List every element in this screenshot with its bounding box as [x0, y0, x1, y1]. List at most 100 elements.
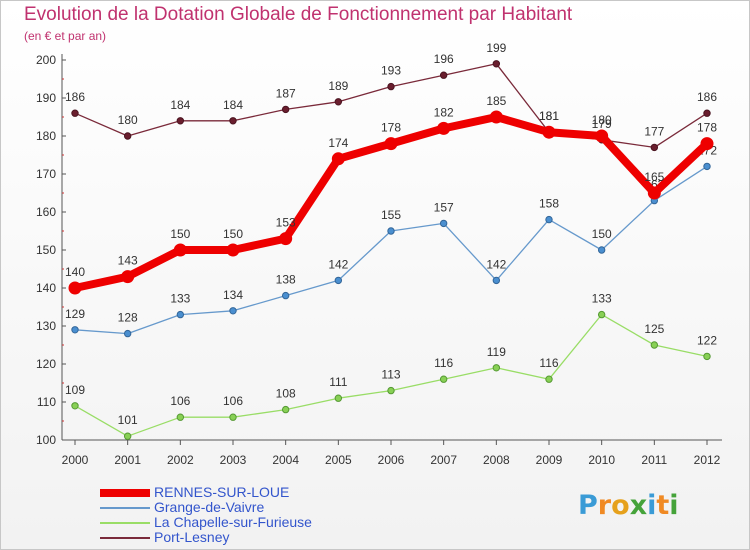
x-tick-label: 2006 — [378, 453, 405, 467]
data-point-rennes-sur-loue — [647, 186, 661, 200]
data-label-la-chapelle-sur-furieuse: 116 — [434, 356, 453, 370]
data-label-port-lesney: 196 — [434, 52, 454, 66]
data-label-port-lesney: 184 — [223, 98, 243, 112]
data-point-la-chapelle-sur-furieuse — [597, 310, 606, 319]
data-label-grange-de-vaivre: 128 — [118, 311, 138, 325]
data-point-la-chapelle-sur-furieuse — [123, 432, 132, 440]
data-label-la-chapelle-sur-furieuse: 106 — [223, 394, 243, 408]
data-point-grange-de-vaivre — [71, 326, 79, 334]
data-point-la-chapelle-sur-furieuse — [229, 413, 237, 421]
legend-item-grange: Grange-de-Vaivre — [100, 500, 312, 515]
data-point-rennes-sur-loue — [173, 243, 187, 257]
data-point-la-chapelle-sur-furieuse — [703, 352, 711, 361]
data-point-rennes-sur-loue — [121, 270, 135, 284]
y-tick-label: 160 — [36, 205, 56, 219]
data-label-port-lesney: 177 — [644, 124, 664, 138]
data-point-rennes-sur-loue — [542, 125, 556, 139]
data-point-rennes-sur-loue — [437, 121, 451, 135]
chart-legend: RENNES-SUR-LOUE Grange-de-Vaivre La Chap… — [100, 485, 312, 545]
data-point-rennes-sur-loue — [226, 243, 240, 257]
logo-letter: r — [597, 490, 612, 521]
data-label-la-chapelle-sur-furieuse: 106 — [170, 394, 190, 408]
chart-subtitle: (en € et par an) — [24, 29, 107, 43]
data-label-port-lesney: 181 — [539, 109, 559, 123]
line-chart: 100 110 120 130 140 150 160 170 180 190 200 2000 200… — [36, 41, 722, 467]
legend-label-rennes: RENNES-SUR-LOUE — [154, 484, 290, 500]
data-point-grange-de-vaivre — [387, 227, 395, 235]
data-point-port-lesney — [229, 117, 237, 125]
data-point-grange-de-vaivre — [597, 246, 606, 254]
data-label-la-chapelle-sur-furieuse: 101 — [118, 413, 138, 427]
data-point-rennes-sur-loue — [700, 137, 714, 151]
data-point-la-chapelle-sur-furieuse — [492, 364, 501, 372]
y-tick-label: 190 — [36, 91, 56, 105]
data-point-la-chapelle-sur-furieuse — [545, 375, 553, 383]
data-label-rennes-sur-loue: 140 — [65, 265, 85, 279]
data-label-rennes-sur-loue: 150 — [170, 227, 190, 241]
data-point-port-lesney — [334, 98, 343, 106]
series-line-grange-de-vaivre — [74, 165, 708, 335]
data-point-la-chapelle-sur-furieuse — [71, 402, 79, 410]
data-point-grange-de-vaivre — [439, 219, 448, 228]
data-point-la-chapelle-sur-furieuse — [439, 375, 448, 383]
data-label-la-chapelle-sur-furieuse: 113 — [381, 368, 400, 382]
data-label-rennes-sur-loue: 178 — [697, 121, 717, 135]
data-label-rennes-sur-loue: 174 — [328, 136, 348, 150]
data-point-grange-de-vaivre — [176, 310, 185, 319]
data-label-rennes-sur-loue: 150 — [223, 227, 243, 241]
legend-label-chapelle: La Chapelle-sur-Furieuse — [154, 514, 312, 530]
logo-letter: i — [669, 490, 679, 521]
data-label-la-chapelle-sur-furieuse: 119 — [487, 345, 506, 359]
x-tick-label: 2009 — [536, 453, 563, 467]
data-label-grange-de-vaivre: 133 — [170, 292, 190, 306]
data-point-rennes-sur-loue — [489, 110, 503, 124]
data-label-port-lesney: 184 — [170, 98, 190, 112]
data-point-rennes-sur-loue — [331, 152, 345, 166]
data-label-port-lesney: 187 — [276, 86, 296, 100]
data-label-rennes-sur-loue: 153 — [276, 216, 296, 230]
logo-letter: i — [647, 490, 657, 521]
data-point-port-lesney — [650, 143, 659, 152]
x-tick-label: 2003 — [220, 453, 247, 467]
x-tick-label: 2010 — [588, 453, 615, 467]
data-point-port-lesney — [281, 105, 290, 114]
data-label-la-chapelle-sur-furieuse: 111 — [329, 375, 348, 389]
data-point-port-lesney — [439, 71, 448, 79]
data-point-grange-de-vaivre — [703, 162, 711, 171]
data-point-port-lesney — [492, 60, 501, 68]
data-label-grange-de-vaivre: 138 — [276, 273, 296, 287]
data-point-port-lesney — [703, 109, 711, 117]
data-label-port-lesney: 186 — [697, 90, 717, 104]
data-point-grange-de-vaivre — [123, 329, 132, 338]
data-label-rennes-sur-loue: 178 — [381, 121, 401, 135]
y-tick-label: 130 — [36, 319, 56, 333]
x-tick-label: 2007 — [430, 453, 457, 467]
chart-title: Evolution de la Dotation Globale de Fonc… — [24, 4, 573, 25]
x-tick-label: 2011 — [641, 453, 667, 467]
data-point-port-lesney — [176, 117, 185, 125]
y-tick-label: 170 — [36, 167, 56, 181]
data-point-la-chapelle-sur-furieuse — [387, 386, 395, 395]
data-label-rennes-sur-loue: 143 — [118, 254, 138, 268]
legend-label-port-lesney: Port-Lesney — [154, 529, 230, 545]
data-label-port-lesney: 186 — [65, 90, 85, 104]
legend-swatch-port-lesney — [100, 536, 150, 539]
x-tick-label: 2012 — [694, 453, 721, 467]
legend-label-grange: Grange-de-Vaivre — [154, 499, 265, 515]
data-point-grange-de-vaivre — [281, 291, 290, 300]
data-label-la-chapelle-sur-furieuse: 116 — [539, 356, 558, 370]
data-point-grange-de-vaivre — [334, 276, 343, 285]
legend-swatch-grange — [100, 506, 150, 509]
data-label-port-lesney: 189 — [328, 79, 348, 93]
data-label-grange-de-vaivre: 150 — [592, 227, 612, 241]
data-point-grange-de-vaivre — [229, 307, 237, 315]
data-label-la-chapelle-sur-furieuse: 109 — [65, 383, 85, 397]
data-label-rennes-sur-loue: 165 — [644, 170, 664, 184]
data-point-port-lesney — [123, 132, 132, 140]
y-tick-label: 180 — [36, 129, 56, 143]
logo-letter: P — [578, 490, 598, 521]
data-label-la-chapelle-sur-furieuse: 108 — [276, 387, 296, 401]
data-label-grange-de-vaivre: 157 — [434, 200, 454, 214]
data-point-la-chapelle-sur-furieuse — [650, 341, 659, 349]
y-tick-label: 200 — [36, 53, 56, 67]
